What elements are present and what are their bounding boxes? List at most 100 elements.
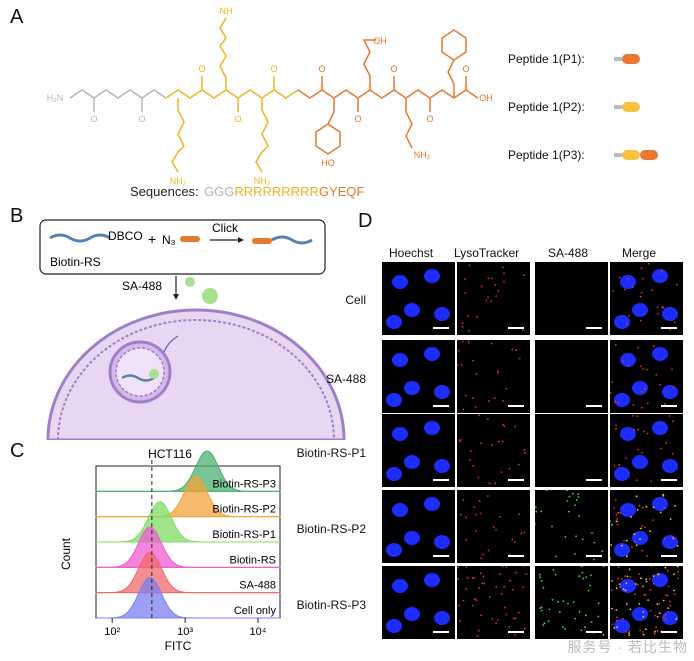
- signal-dot: [667, 585, 670, 588]
- signal-dot: [677, 577, 680, 580]
- row-label-sa488: SA-488: [325, 372, 366, 386]
- signal-dot: [580, 566, 583, 568]
- signal-dot: [639, 295, 642, 298]
- signal-dot: [475, 513, 478, 516]
- signal-dot: [611, 381, 613, 383]
- nucleus: [386, 393, 402, 407]
- nucleus: [392, 579, 408, 593]
- signal-dot: [523, 627, 526, 630]
- signal-dot: [663, 507, 666, 509]
- signal-dot: [464, 516, 467, 519]
- signal-dot: [501, 440, 504, 443]
- nucleus: [434, 307, 450, 321]
- micrograph-tile: [535, 490, 608, 563]
- signal-dot: [498, 573, 501, 576]
- signal-dot: [574, 553, 576, 555]
- svg-text:OH: OH: [479, 93, 493, 103]
- nucleus: [632, 381, 648, 395]
- nucleus: [662, 535, 678, 549]
- signal-dot: [642, 585, 644, 588]
- legend-item-p1: Peptide 1(P1):: [508, 50, 688, 98]
- signal-dot: [611, 623, 614, 626]
- signal-dot: [611, 607, 613, 610]
- flow-histogram: HCT116 Count FITC Biotin-RS-P3 Biotin-RS-…: [60, 447, 281, 653]
- scale-bar: [433, 405, 449, 407]
- signal-dot: [502, 423, 504, 426]
- svg-text:O: O: [234, 114, 241, 124]
- signal-dot: [482, 575, 485, 578]
- signal-dot: [511, 538, 514, 541]
- signal-dot: [575, 499, 578, 501]
- signal-dot: [498, 440, 500, 443]
- signal-dot: [646, 368, 648, 371]
- signal-dot: [616, 518, 618, 520]
- signal-dot: [551, 598, 554, 601]
- scale-bar: [433, 327, 449, 329]
- signal-dot: [511, 589, 514, 591]
- signal-dot: [477, 629, 480, 632]
- signal-dot: [610, 589, 613, 591]
- signal-dot: [488, 400, 490, 402]
- signal-dot: [656, 630, 659, 632]
- signal-dot: [637, 584, 639, 586]
- micrograph-tile: [535, 340, 608, 413]
- svg-text:DBCO: DBCO: [108, 229, 143, 243]
- signal-dot: [640, 267, 643, 270]
- signal-dot: [490, 300, 493, 303]
- signal-dot: [623, 540, 625, 542]
- signal-dot: [472, 464, 475, 467]
- col-header-lysotracker: LysoTracker: [454, 246, 520, 260]
- nucleus: [652, 347, 668, 361]
- signal-dot: [542, 586, 545, 589]
- signal-dot: [561, 626, 564, 629]
- scale-bar: [508, 479, 524, 481]
- nucleus: [392, 275, 408, 289]
- svg-text:SA-488: SA-488: [122, 279, 162, 293]
- nucleus: [424, 497, 440, 511]
- sequence-part-1: RRRRRRRRR: [234, 184, 319, 199]
- signal-dot: [514, 634, 516, 636]
- signal-dot: [475, 530, 478, 532]
- nucleus: [652, 573, 668, 587]
- signal-dot: [676, 283, 678, 286]
- histogram-series-label: Cell only: [234, 605, 277, 617]
- signal-dot: [673, 573, 675, 576]
- signal-dot: [658, 612, 661, 615]
- signal-dot: [615, 427, 617, 430]
- nucleus: [632, 607, 648, 621]
- signal-dot: [638, 504, 641, 507]
- svg-text:NH₂: NH₂: [254, 176, 271, 186]
- signal-dot: [577, 496, 580, 498]
- nucleus: [662, 385, 678, 399]
- signal-dot: [472, 604, 474, 607]
- scale-bar: [586, 555, 602, 557]
- signal-dot: [597, 602, 600, 605]
- micrograph-tile: [382, 490, 455, 563]
- scale-bar: [508, 405, 524, 407]
- signal-dot: [483, 582, 486, 585]
- signal-dot: [618, 583, 621, 585]
- signal-dot: [509, 579, 512, 582]
- signal-dot: [515, 571, 517, 574]
- micrograph-tile: [610, 414, 683, 487]
- signal-dot: [467, 340, 470, 341]
- legend-item-p3: Peptide 1(P3):: [508, 146, 688, 194]
- signal-dot: [622, 360, 624, 363]
- signal-dot: [646, 402, 649, 405]
- signal-dot: [514, 425, 516, 428]
- signal-dot: [669, 600, 671, 603]
- signal-dot: [487, 296, 489, 299]
- signal-dot: [625, 539, 628, 542]
- signal-dot: [643, 388, 646, 391]
- signal-dot: [502, 266, 504, 269]
- svg-text:O: O: [270, 64, 277, 74]
- signal-dot: [493, 526, 495, 528]
- signal-dot: [491, 618, 494, 620]
- signal-dot: [473, 506, 476, 508]
- signal-dot: [619, 512, 622, 514]
- nucleus: [386, 543, 402, 557]
- signal-dot: [627, 277, 630, 280]
- signal-dot: [475, 373, 478, 376]
- signal-dot: [625, 457, 627, 459]
- signal-dot: [547, 620, 550, 623]
